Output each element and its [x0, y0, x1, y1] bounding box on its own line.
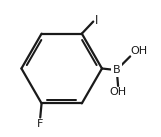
Text: I: I	[95, 14, 98, 27]
Text: OH: OH	[131, 46, 148, 56]
Text: OH: OH	[109, 87, 127, 97]
Text: F: F	[37, 119, 43, 129]
Text: B: B	[113, 65, 121, 75]
